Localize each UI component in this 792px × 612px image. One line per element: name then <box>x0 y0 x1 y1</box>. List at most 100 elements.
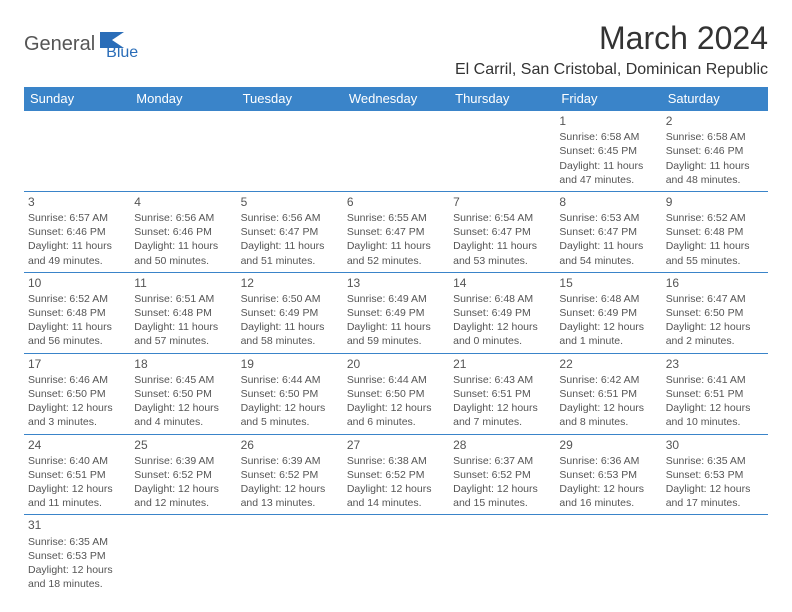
calendar-cell: 17Sunrise: 6:46 AMSunset: 6:50 PMDayligh… <box>24 353 130 434</box>
sunset-text: Sunset: 6:53 PM <box>666 468 764 482</box>
sunrise-text: Sunrise: 6:44 AM <box>347 373 445 387</box>
daylight-text: Daylight: 11 hours and 57 minutes. <box>134 320 232 348</box>
calendar-body: 1Sunrise: 6:58 AMSunset: 6:45 PMDaylight… <box>24 111 768 596</box>
sunrise-text: Sunrise: 6:58 AM <box>666 130 764 144</box>
daylight-text: Daylight: 12 hours and 6 minutes. <box>347 401 445 429</box>
calendar-cell <box>555 515 661 595</box>
daylight-text: Daylight: 11 hours and 50 minutes. <box>134 239 232 267</box>
sunrise-text: Sunrise: 6:55 AM <box>347 211 445 225</box>
calendar-cell: 21Sunrise: 6:43 AMSunset: 6:51 PMDayligh… <box>449 353 555 434</box>
day-number: 15 <box>559 275 657 291</box>
day-number: 16 <box>666 275 764 291</box>
day-number: 27 <box>347 437 445 453</box>
calendar-cell: 1Sunrise: 6:58 AMSunset: 6:45 PMDaylight… <box>555 111 661 192</box>
day-number: 31 <box>28 517 126 533</box>
calendar-cell <box>130 515 236 595</box>
calendar-table: Sunday Monday Tuesday Wednesday Thursday… <box>24 87 768 595</box>
sunset-text: Sunset: 6:52 PM <box>134 468 232 482</box>
calendar-cell <box>449 515 555 595</box>
sunset-text: Sunset: 6:47 PM <box>453 225 551 239</box>
daylight-text: Daylight: 11 hours and 58 minutes. <box>241 320 339 348</box>
sunrise-text: Sunrise: 6:54 AM <box>453 211 551 225</box>
calendar-week-row: 24Sunrise: 6:40 AMSunset: 6:51 PMDayligh… <box>24 434 768 515</box>
calendar-cell: 3Sunrise: 6:57 AMSunset: 6:46 PMDaylight… <box>24 191 130 272</box>
sunset-text: Sunset: 6:47 PM <box>241 225 339 239</box>
sunset-text: Sunset: 6:51 PM <box>666 387 764 401</box>
sunrise-text: Sunrise: 6:45 AM <box>134 373 232 387</box>
daylight-text: Daylight: 12 hours and 12 minutes. <box>134 482 232 510</box>
daylight-text: Daylight: 12 hours and 16 minutes. <box>559 482 657 510</box>
calendar-cell: 20Sunrise: 6:44 AMSunset: 6:50 PMDayligh… <box>343 353 449 434</box>
daylight-text: Daylight: 12 hours and 3 minutes. <box>28 401 126 429</box>
sunrise-text: Sunrise: 6:37 AM <box>453 454 551 468</box>
day-number: 25 <box>134 437 232 453</box>
day-number: 22 <box>559 356 657 372</box>
day-number: 2 <box>666 113 764 129</box>
sunrise-text: Sunrise: 6:39 AM <box>134 454 232 468</box>
day-number: 3 <box>28 194 126 210</box>
calendar-cell: 22Sunrise: 6:42 AMSunset: 6:51 PMDayligh… <box>555 353 661 434</box>
sunrise-text: Sunrise: 6:44 AM <box>241 373 339 387</box>
day-number: 7 <box>453 194 551 210</box>
sunrise-text: Sunrise: 6:41 AM <box>666 373 764 387</box>
daylight-text: Daylight: 11 hours and 53 minutes. <box>453 239 551 267</box>
sunrise-text: Sunrise: 6:53 AM <box>559 211 657 225</box>
daylight-text: Daylight: 11 hours and 52 minutes. <box>347 239 445 267</box>
sunrise-text: Sunrise: 6:52 AM <box>28 292 126 306</box>
day-number: 19 <box>241 356 339 372</box>
sunset-text: Sunset: 6:49 PM <box>241 306 339 320</box>
day-number: 21 <box>453 356 551 372</box>
dayheader-mon: Monday <box>130 87 236 111</box>
daylight-text: Daylight: 12 hours and 7 minutes. <box>453 401 551 429</box>
day-number: 29 <box>559 437 657 453</box>
sunrise-text: Sunrise: 6:58 AM <box>559 130 657 144</box>
sunrise-text: Sunrise: 6:56 AM <box>241 211 339 225</box>
calendar-cell: 18Sunrise: 6:45 AMSunset: 6:50 PMDayligh… <box>130 353 236 434</box>
calendar-cell: 5Sunrise: 6:56 AMSunset: 6:47 PMDaylight… <box>237 191 343 272</box>
calendar-cell <box>24 111 130 192</box>
day-number: 8 <box>559 194 657 210</box>
daylight-text: Daylight: 11 hours and 56 minutes. <box>28 320 126 348</box>
calendar-cell: 7Sunrise: 6:54 AMSunset: 6:47 PMDaylight… <box>449 191 555 272</box>
day-number: 1 <box>559 113 657 129</box>
daylight-text: Daylight: 12 hours and 0 minutes. <box>453 320 551 348</box>
calendar-cell: 19Sunrise: 6:44 AMSunset: 6:50 PMDayligh… <box>237 353 343 434</box>
calendar-cell: 9Sunrise: 6:52 AMSunset: 6:48 PMDaylight… <box>662 191 768 272</box>
daylight-text: Daylight: 12 hours and 8 minutes. <box>559 401 657 429</box>
calendar-cell <box>237 515 343 595</box>
sunset-text: Sunset: 6:49 PM <box>453 306 551 320</box>
calendar-cell: 30Sunrise: 6:35 AMSunset: 6:53 PMDayligh… <box>662 434 768 515</box>
daylight-text: Daylight: 11 hours and 49 minutes. <box>28 239 126 267</box>
calendar-cell: 10Sunrise: 6:52 AMSunset: 6:48 PMDayligh… <box>24 272 130 353</box>
day-number: 6 <box>347 194 445 210</box>
sunrise-text: Sunrise: 6:56 AM <box>134 211 232 225</box>
daylight-text: Daylight: 12 hours and 15 minutes. <box>453 482 551 510</box>
sunset-text: Sunset: 6:50 PM <box>134 387 232 401</box>
calendar-cell: 8Sunrise: 6:53 AMSunset: 6:47 PMDaylight… <box>555 191 661 272</box>
dayheader-sun: Sunday <box>24 87 130 111</box>
sunset-text: Sunset: 6:50 PM <box>347 387 445 401</box>
header: General Blue March 2024 El Carril, San C… <box>24 20 768 79</box>
daylight-text: Daylight: 12 hours and 5 minutes. <box>241 401 339 429</box>
daylight-text: Daylight: 11 hours and 55 minutes. <box>666 239 764 267</box>
sunset-text: Sunset: 6:47 PM <box>559 225 657 239</box>
calendar-cell: 25Sunrise: 6:39 AMSunset: 6:52 PMDayligh… <box>130 434 236 515</box>
calendar-header-row: Sunday Monday Tuesday Wednesday Thursday… <box>24 87 768 111</box>
sunset-text: Sunset: 6:48 PM <box>134 306 232 320</box>
logo: General Blue <box>24 26 138 62</box>
sunrise-text: Sunrise: 6:40 AM <box>28 454 126 468</box>
calendar-cell: 28Sunrise: 6:37 AMSunset: 6:52 PMDayligh… <box>449 434 555 515</box>
dayheader-sat: Saturday <box>662 87 768 111</box>
sunrise-text: Sunrise: 6:48 AM <box>453 292 551 306</box>
daylight-text: Daylight: 12 hours and 14 minutes. <box>347 482 445 510</box>
day-number: 18 <box>134 356 232 372</box>
dayheader-fri: Friday <box>555 87 661 111</box>
day-number: 4 <box>134 194 232 210</box>
calendar-cell <box>662 515 768 595</box>
day-number: 30 <box>666 437 764 453</box>
sunset-text: Sunset: 6:53 PM <box>559 468 657 482</box>
calendar-cell: 4Sunrise: 6:56 AMSunset: 6:46 PMDaylight… <box>130 191 236 272</box>
logo-text-general: General <box>24 33 95 56</box>
calendar-cell: 12Sunrise: 6:50 AMSunset: 6:49 PMDayligh… <box>237 272 343 353</box>
daylight-text: Daylight: 11 hours and 48 minutes. <box>666 159 764 187</box>
